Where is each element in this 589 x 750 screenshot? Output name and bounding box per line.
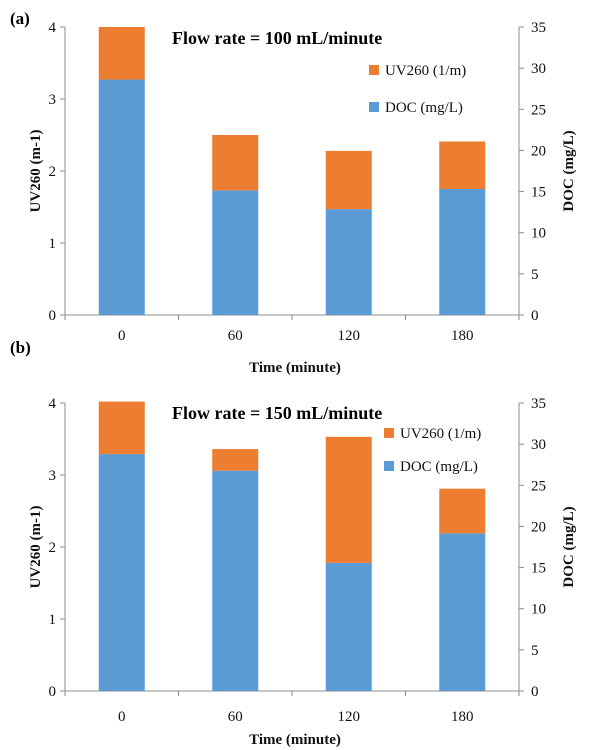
panel-a-y2-tick-label: 5 xyxy=(531,267,539,283)
panel-b-y2-tick-label: 20 xyxy=(531,519,546,535)
panel-a-y2-tick-label: 35 xyxy=(531,20,546,36)
panel-a-y2-axis-title: DOC (mg/L) xyxy=(561,130,577,211)
panel-a-y-tick-label: 2 xyxy=(49,164,57,180)
panel-a-x-tick-label: 120 xyxy=(338,328,361,344)
panel-a-y-tick-label: 0 xyxy=(49,308,57,324)
panel-a-legend-label-uv260: UV260 (1/m) xyxy=(385,63,466,79)
panel-b-y-tick-label: 4 xyxy=(49,396,57,412)
panel-b-bar-uv260 xyxy=(439,488,486,534)
panel-b-y-axis-title: UV260 (m-1) xyxy=(28,506,44,589)
panel-b-legend-swatch-uv260 xyxy=(384,428,394,438)
panel-a-y-tick-label: 1 xyxy=(49,236,57,252)
panel-b-x-tick-label: 180 xyxy=(451,709,474,725)
panel-b: (b) Flow rate = 150 mL/minute 0 1 2 3 4 0 5 10 15 2… xyxy=(10,338,577,748)
panel-a-legend-swatch-doc xyxy=(369,102,379,112)
panel-a-bar-uv260 xyxy=(212,135,259,191)
panel-b-y2-tick-label: 10 xyxy=(531,602,546,618)
panel-a-bar-doc xyxy=(98,79,145,315)
panel-a-y2-tick-label: 20 xyxy=(531,143,546,159)
panel-a-bar-doc xyxy=(439,189,486,315)
panel-a-legend-label-doc: DOC (mg/L) xyxy=(385,100,463,116)
panel-b-x-axis-title: Time (minute) xyxy=(249,732,341,748)
panel-a: (a) Flow rate = 100 mL/minute 0 1 2 3 4 0 5 10 15 2… xyxy=(10,9,577,376)
panel-a-x-axis-title: Time (minute) xyxy=(249,360,341,376)
panel-b-bar-uv260 xyxy=(325,436,372,563)
panel-b-y2-axis-title: DOC (mg/L) xyxy=(561,506,577,587)
panel-a-y2-tick-label: 30 xyxy=(531,61,546,77)
panel-b-y-tick-label: 0 xyxy=(49,684,57,700)
panel-a-bar-doc xyxy=(325,209,372,315)
panel-b-bar-uv260 xyxy=(212,449,259,471)
panel-a-x-tick-label: 0 xyxy=(118,328,126,344)
panel-b-legend-swatch-doc xyxy=(384,461,394,471)
panel-a-y2-tick-label: 15 xyxy=(531,185,546,201)
panel-b-bar-doc xyxy=(439,533,486,691)
panel-a-y-tick-label: 3 xyxy=(49,92,57,108)
panel-b-title: Flow rate = 150 mL/minute xyxy=(172,403,382,423)
panel-b-y2-tick-label: 0 xyxy=(531,684,539,700)
panel-b-y2-tick-label: 15 xyxy=(531,561,546,577)
panel-a-title: Flow rate = 100 mL/minute xyxy=(172,28,382,48)
panel-a-y-tick-label: 4 xyxy=(49,20,57,36)
panel-b-y2-tick-label: 30 xyxy=(531,437,546,453)
panel-b-bar-uv260 xyxy=(98,401,145,455)
panel-b-bar-doc xyxy=(98,454,145,691)
panel-b-legend-label-doc: DOC (mg/L) xyxy=(400,459,478,475)
panel-b-y-tick-label: 3 xyxy=(49,468,57,484)
panel-b-x-tick-label: 0 xyxy=(118,709,126,725)
panel-b-y2-tick-label: 5 xyxy=(531,643,539,659)
panel-a-bar-uv260 xyxy=(325,150,372,210)
panel-a-x-tick-label: 180 xyxy=(451,328,474,344)
panel-a-bar-uv260 xyxy=(439,141,486,189)
panel-a-y2-tick-label: 10 xyxy=(531,226,546,242)
panel-b-y2-tick-label: 25 xyxy=(531,478,546,494)
panel-b-y2-tick-label: 35 xyxy=(531,396,546,412)
panel-b-bar-doc xyxy=(325,562,372,691)
panel-b-y-tick-label: 1 xyxy=(49,612,57,628)
panel-b-x-tick-label: 120 xyxy=(338,709,361,725)
panel-b-y-tick-label: 2 xyxy=(49,540,57,556)
panel-a-bar-uv260 xyxy=(98,27,145,80)
panel-b-label: (b) xyxy=(10,338,31,357)
panel-a-bar-doc xyxy=(212,190,259,315)
panel-a-label: (a) xyxy=(10,9,30,28)
panel-a-y2-tick-label: 0 xyxy=(531,308,539,324)
panel-b-legend-label-uv260: UV260 (1/m) xyxy=(400,426,481,442)
panel-b-bar-doc xyxy=(212,470,259,691)
panel-a-y-axis-title: UV260 (m-1) xyxy=(28,130,44,213)
panel-a-legend-swatch-uv260 xyxy=(369,65,379,75)
panel-a-y2-tick-label: 25 xyxy=(531,102,546,118)
panel-b-x-tick-label: 60 xyxy=(228,709,243,725)
panel-a-x-tick-label: 60 xyxy=(228,328,243,344)
